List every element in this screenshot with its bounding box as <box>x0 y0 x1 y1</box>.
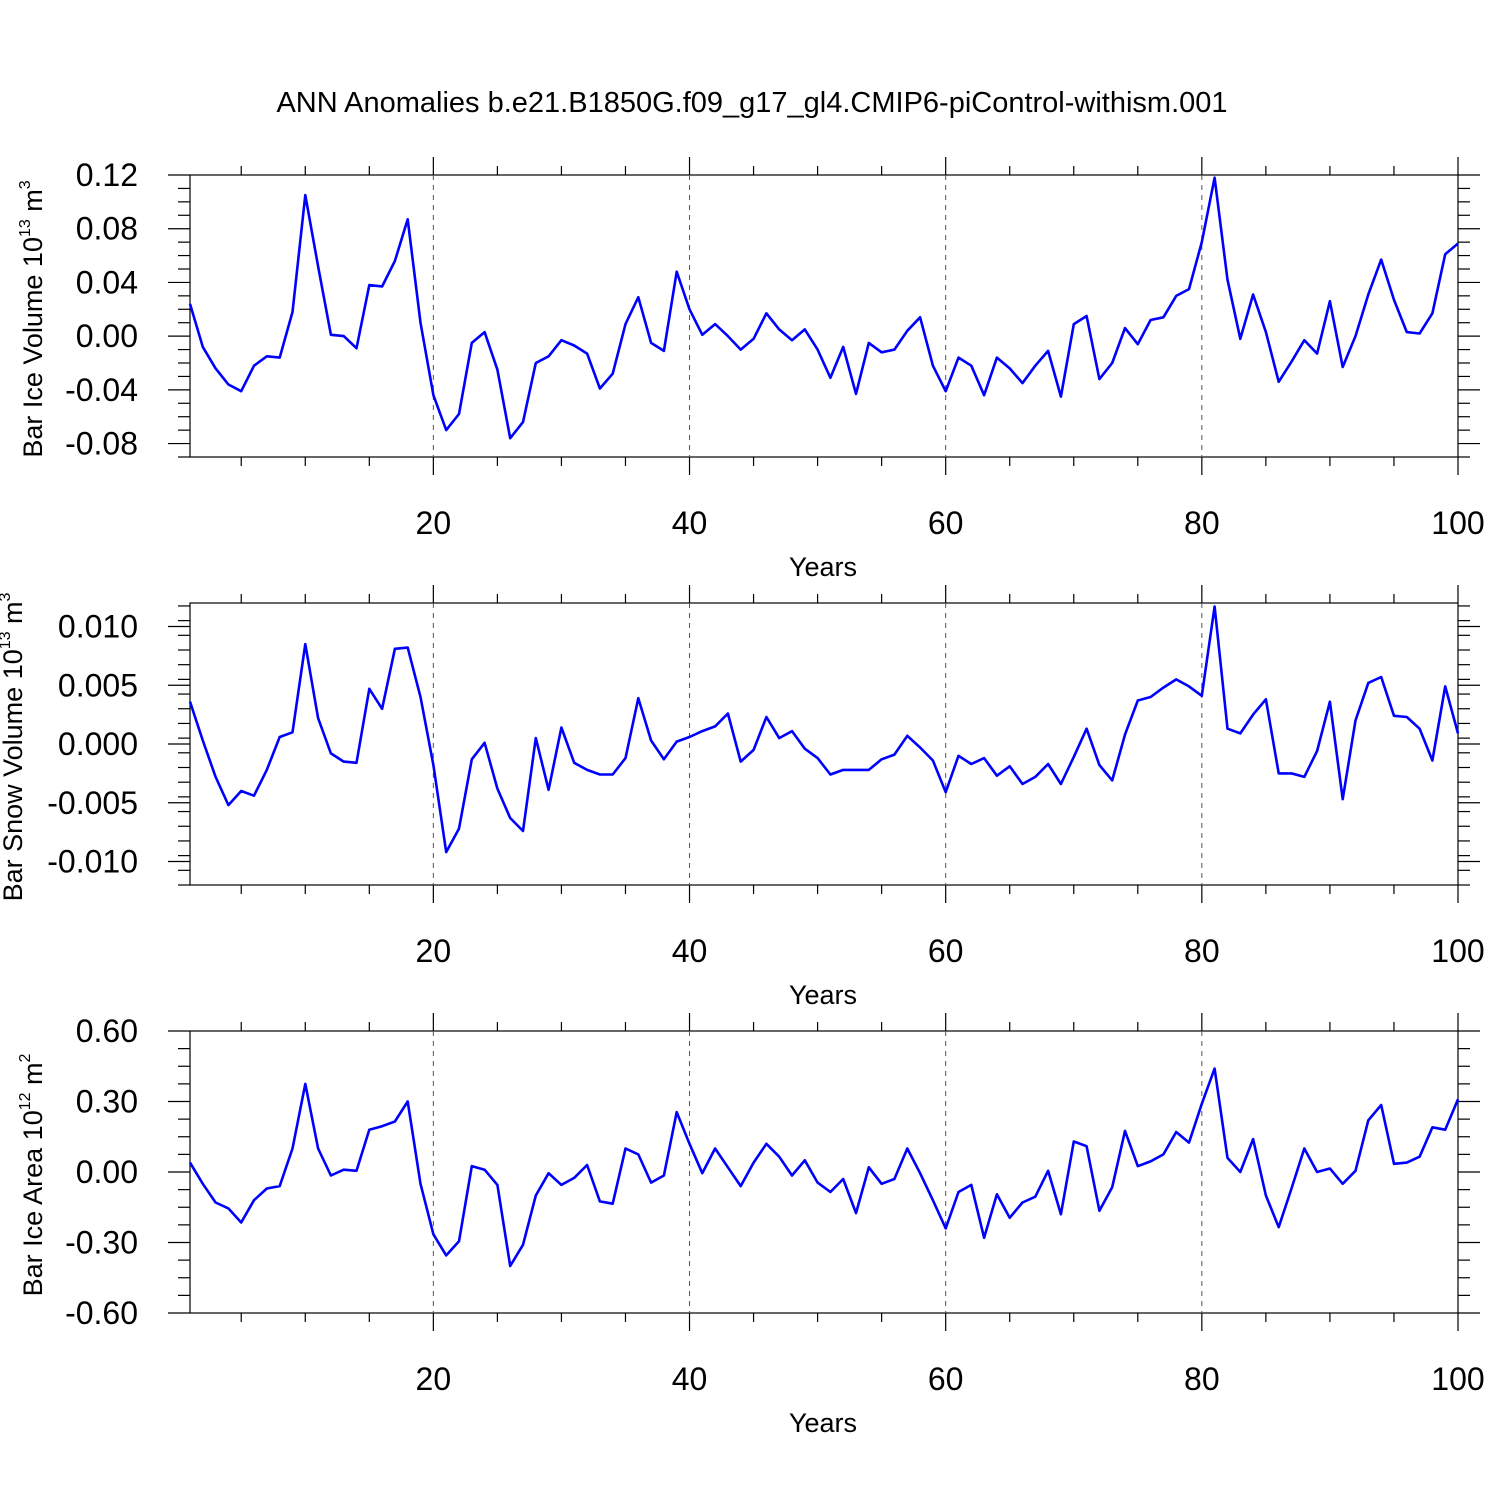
data-series-line <box>188 176 1459 440</box>
x-tick-label: 60 <box>928 1361 964 1397</box>
y-tick-label: 0.08 <box>76 211 138 247</box>
y-tick-label: -0.08 <box>65 426 138 462</box>
plot-frame <box>189 174 1459 458</box>
y-tick-label: 0.12 <box>76 157 138 193</box>
x-axis-label: Years <box>789 1408 857 1438</box>
y-axis-label-text: Bar Snow Volume 10 <box>0 649 28 901</box>
x-tick-label: 100 <box>1431 933 1484 969</box>
y-axis-label: Bar Ice Area 1012 m2 <box>17 1053 48 1296</box>
y-axis-label-unit: m <box>18 189 48 219</box>
plot-frame <box>189 602 1459 886</box>
x-tick-label: 60 <box>928 505 964 541</box>
panel-ice-volume: 20 40 60 80 100 0.12 0.08 0.04 0.00 -0.04 -0.08 Yea… <box>17 157 1485 582</box>
y-axis-label: Bar Ice Volume 1013 m3 <box>17 180 48 457</box>
y-tick-label: -0.30 <box>65 1225 138 1261</box>
x-tick-label: 40 <box>672 933 708 969</box>
x-tick-label: 60 <box>928 933 964 969</box>
chart-title: ANN Anomalies b.e21.B1850G.f09_g17_gl4.C… <box>276 87 1227 119</box>
x-tick-label: 20 <box>416 933 452 969</box>
y-tick-label: -0.005 <box>47 785 138 821</box>
panel-ice-area: 20 40 60 80 100 0.60 0.30 0.00 -0.30 -0.60 Years Ba… <box>17 1013 1485 1438</box>
x-tick-label: 20 <box>416 505 452 541</box>
y-tick-label: 0.000 <box>58 726 138 762</box>
y-axis-label-unit: m <box>0 601 28 631</box>
y-axis-label-unit-exponent: 2 <box>17 1053 34 1062</box>
y-tick-label: 0.60 <box>76 1013 138 1049</box>
y-axis-label-text: Bar Ice Area 10 <box>18 1110 48 1296</box>
y-tick-label: -0.010 <box>47 844 138 880</box>
x-tick-label: 100 <box>1431 1361 1484 1397</box>
data-series-line <box>188 605 1460 854</box>
y-tick-label: 0.010 <box>58 609 138 645</box>
y-tick-label: -0.60 <box>65 1295 138 1331</box>
y-tick-label: 0.30 <box>76 1084 138 1120</box>
y-tick-label: 0.00 <box>76 318 138 354</box>
x-tick-label: 80 <box>1184 1361 1220 1397</box>
plot-frame <box>189 1030 1459 1314</box>
y-axis-label-exponent: 12 <box>17 1092 34 1110</box>
x-tick-label: 80 <box>1184 933 1220 969</box>
y-axis-label-unit-exponent: 3 <box>17 180 34 189</box>
x-tick-label: 40 <box>672 1361 708 1397</box>
x-axis-label: Years <box>789 980 857 1010</box>
panels: 20 40 60 80 100 0.12 0.08 0.04 0.00 -0.04 -0.08 Yea… <box>0 157 1485 1438</box>
panel-snow-volume: 20 40 60 80 100 0.010 0.005 0.000 -0.005 -0.010 Ye… <box>0 585 1485 1010</box>
y-axis-label-exponent: 13 <box>17 219 34 237</box>
y-tick-label: 0.04 <box>76 264 138 300</box>
x-tick-label: 20 <box>416 1361 452 1397</box>
y-axis-label-unit: m <box>18 1062 48 1092</box>
y-tick-label: 0.00 <box>76 1154 138 1190</box>
y-axis-label-exponent: 13 <box>0 631 14 649</box>
x-tick-label: 100 <box>1431 505 1484 541</box>
y-axis-label-text: Bar Ice Volume 10 <box>18 237 48 458</box>
y-tick-label: -0.04 <box>65 372 138 408</box>
y-tick-label: 0.005 <box>58 667 138 703</box>
y-axis-label: Bar Snow Volume 1013 m3 <box>0 592 28 901</box>
x-axis-label: Years <box>789 552 857 582</box>
x-tick-label: 40 <box>672 505 708 541</box>
x-tick-label: 80 <box>1184 505 1220 541</box>
data-series-line <box>188 1067 1460 1268</box>
y-axis-label-unit-exponent: 3 <box>0 592 14 601</box>
